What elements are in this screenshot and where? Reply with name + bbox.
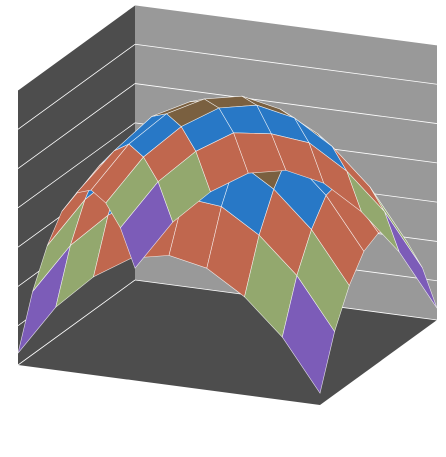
grid-line [17, 4, 136, 91]
grid-line [134, 4, 438, 46]
grid-line [17, 122, 136, 209]
grid-line [17, 279, 136, 366]
grid-line [134, 83, 438, 124]
grid-line [134, 43, 438, 85]
surface-cell [384, 211, 438, 309]
grid-line [17, 83, 136, 169]
grid-line [17, 43, 136, 130]
